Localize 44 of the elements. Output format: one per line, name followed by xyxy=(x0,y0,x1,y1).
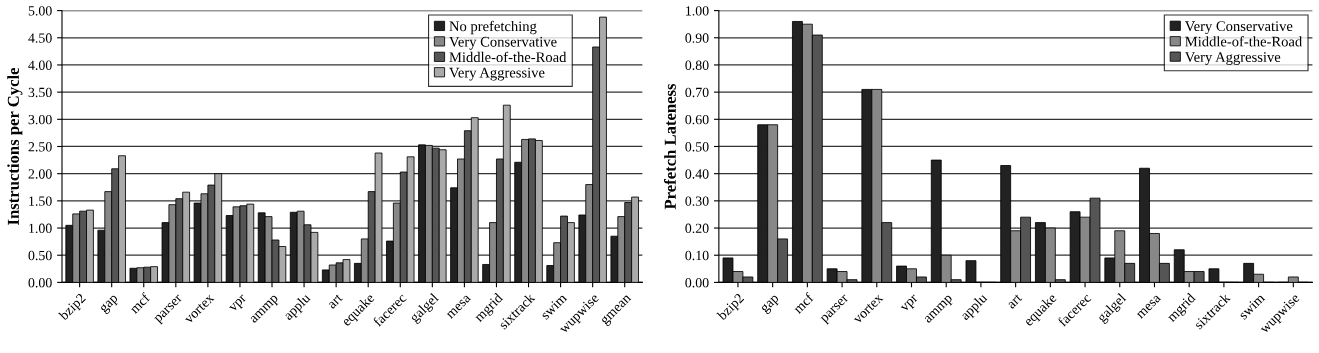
x-tick-label: gap xyxy=(99,294,121,315)
x-tick-label: art xyxy=(327,293,343,310)
y-tick-label: 4.50 xyxy=(28,33,52,43)
x-tick-label: mesa xyxy=(1136,294,1162,320)
y-tick-label: 0.30 xyxy=(685,196,709,206)
y-tick-label: 0.10 xyxy=(685,250,709,261)
legend-label: No prefetching xyxy=(449,20,537,35)
y-tick-label: 1.00 xyxy=(29,223,52,234)
legend-label: Very Aggressive xyxy=(449,67,545,81)
x-tick-label: mcf xyxy=(792,292,815,315)
y-tick-label: 0.50 xyxy=(28,250,52,261)
x-tick-label: vpr xyxy=(229,294,249,315)
legend-label: Middle-of-the-Road xyxy=(449,51,567,63)
y-tick-label: 2.00 xyxy=(28,169,52,179)
x-tick-label: mcf xyxy=(128,292,151,315)
y-tick-label: 4.00 xyxy=(28,60,52,70)
x-tick-label: vpr xyxy=(900,294,921,315)
y-axis-title: Instructions per Cycle xyxy=(7,67,23,225)
y-tick-label: 0.70 xyxy=(685,87,709,98)
y-tick-label: 2.50 xyxy=(28,142,52,152)
bar xyxy=(965,260,977,283)
y-tick-label: 3.50 xyxy=(28,87,52,98)
legend-label: Very Conservative xyxy=(1184,21,1293,35)
x-tick-label: gap xyxy=(760,294,782,315)
y-tick-label: 0.40 xyxy=(685,169,709,179)
legend-label: Very Conservative xyxy=(449,36,557,50)
y-tick-label: 1.50 xyxy=(29,196,52,206)
legend-label: Very Aggressive xyxy=(1184,52,1281,65)
y-tick-label: 0.50 xyxy=(685,142,709,152)
legend-label: Middle-of-the-Road xyxy=(1185,36,1303,47)
y-tick-label: 0.80 xyxy=(685,60,709,70)
y-tick-label: 0.90 xyxy=(685,33,709,43)
y-tick-label: 0.00 xyxy=(685,277,709,288)
y-tick-label: 0.20 xyxy=(685,223,709,234)
x-tick-label: mesa xyxy=(446,294,472,320)
bar xyxy=(1208,268,1220,283)
y-tick-label: 5.00 xyxy=(28,6,52,16)
y-tick-label: 1.00 xyxy=(686,6,709,16)
x-tick-label: art xyxy=(1006,293,1023,310)
y-tick-label: 3.00 xyxy=(28,114,52,125)
y-axis-title: Prefetch Lateness xyxy=(663,83,676,210)
bar xyxy=(1287,276,1299,283)
y-tick-label: 0.60 xyxy=(685,114,709,125)
y-tick-label: 0.00 xyxy=(28,277,52,288)
